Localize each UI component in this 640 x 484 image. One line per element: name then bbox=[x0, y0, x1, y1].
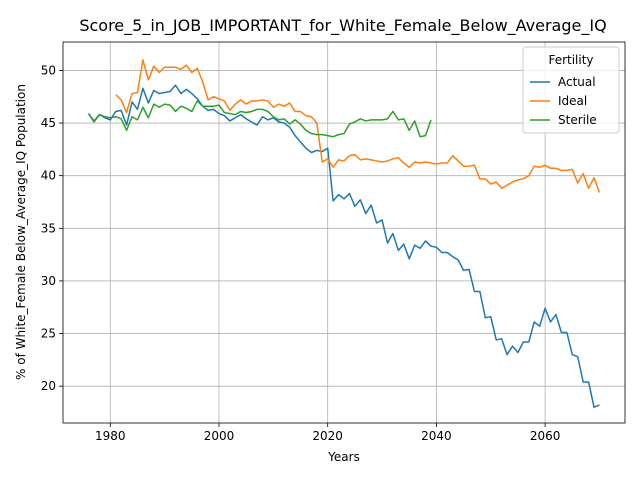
plot-frame bbox=[62, 41, 626, 424]
series-line-actual bbox=[87, 84, 600, 408]
series-line-ideal bbox=[115, 59, 601, 193]
y-tick-label: 20 bbox=[41, 379, 56, 393]
x-tick-label: 2040 bbox=[421, 429, 452, 443]
series-line-sterile bbox=[87, 100, 432, 138]
y-tick-label: 25 bbox=[41, 327, 56, 341]
x-tick-label: 2020 bbox=[312, 429, 343, 443]
chart-title: Score_5_in_JOB_IMPORTANT_for_White_Femal… bbox=[79, 16, 606, 36]
legend-box bbox=[522, 46, 620, 134]
y-tick-label: 45 bbox=[41, 116, 56, 130]
y-tick-label: 40 bbox=[41, 169, 56, 183]
x-tick-label: 1980 bbox=[95, 429, 126, 443]
series-lines bbox=[87, 59, 601, 408]
legend-entries: Actual Ideal Sterile bbox=[530, 75, 597, 127]
y-tick-label: 50 bbox=[41, 63, 56, 77]
legend-label-ideal: Ideal bbox=[558, 94, 587, 108]
x-axis-ticks: 1980 2000 2020 2040 2060 bbox=[95, 423, 560, 443]
legend: Fertility Actual Ideal Sterile bbox=[522, 46, 620, 134]
legend-label-sterile: Sterile bbox=[558, 113, 597, 127]
y-tick-label: 35 bbox=[41, 221, 56, 235]
legend-title: Fertility bbox=[548, 53, 593, 67]
x-tick-label: 2000 bbox=[204, 429, 235, 443]
x-tick-label: 2060 bbox=[530, 429, 561, 443]
y-axis-ticks: 20 25 30 35 40 45 50 bbox=[41, 63, 63, 393]
legend-label-actual: Actual bbox=[558, 75, 596, 89]
y-axis-label: % of White_Female Below_Average_IQ Popul… bbox=[14, 84, 28, 380]
x-axis-label: Years bbox=[327, 450, 360, 464]
y-tick-label: 30 bbox=[41, 274, 56, 288]
